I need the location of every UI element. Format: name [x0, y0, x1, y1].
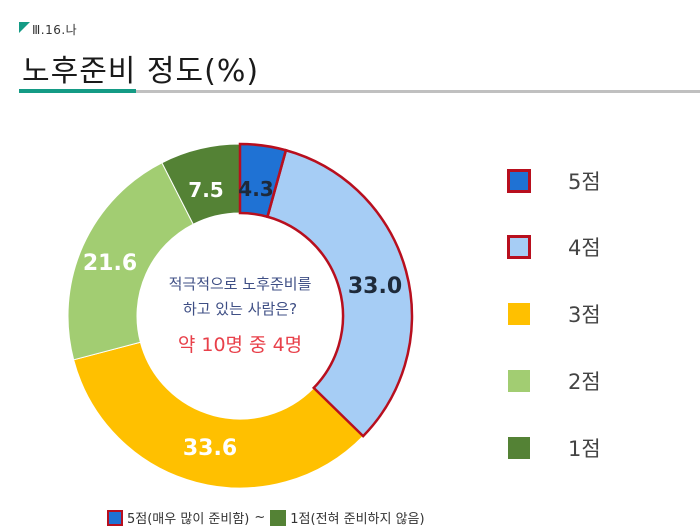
data-label-3점: 33.6	[183, 436, 237, 461]
legend-swatch-3	[508, 303, 530, 325]
donut-slice-2점	[67, 162, 194, 361]
data-label-4점: 33.0	[348, 274, 402, 299]
section-marker-icon	[19, 22, 30, 33]
center-question-line2: 하고 있는 사람은?	[182, 300, 298, 318]
legend-item-4: 4점	[507, 232, 601, 262]
footnote-swatch-5	[107, 509, 123, 526]
legend-swatch-4	[507, 235, 531, 259]
data-label-2점: 21.6	[83, 251, 137, 276]
data-label-1점: 7.5	[188, 178, 223, 202]
legend-label: 5점	[568, 170, 601, 194]
page-title: 노후준비 정도(%)	[22, 54, 260, 89]
donut-slice-3점	[73, 341, 364, 489]
data-label-5점: 4.3	[238, 177, 273, 201]
highlight-border	[265, 148, 414, 438]
legend-item-2: 2점	[508, 366, 601, 396]
legend-label: 3점	[568, 303, 601, 327]
footnote-low-label: 1점(전혀 준비하지 않음)	[290, 512, 425, 527]
section-code: Ⅲ.16.나	[32, 23, 78, 37]
scale-footnote: 5점(매우 많이 준비함) ~ 1점(전혀 준비하지 않음)	[107, 508, 425, 527]
center-answer: 약 10명 중 4명	[177, 334, 303, 356]
legend-swatch-5	[507, 169, 531, 193]
legend-item-5: 5점	[507, 166, 601, 196]
center-question: 적극적으로 노후준비를 하고 있는 사람은?	[138, 272, 342, 322]
footnote-separator: ~	[254, 510, 266, 525]
donut-labels: 4.3 33.0 33.6 21.6 7.5	[83, 177, 402, 461]
legend-swatch-2	[508, 370, 530, 392]
donut-slices	[67, 142, 414, 489]
legend-label: 2점	[568, 370, 601, 394]
legend-label: 4점	[568, 236, 601, 260]
footnote-high-label: 5점(매우 많이 준비함)	[127, 512, 250, 527]
title-accent-bar	[19, 89, 136, 93]
footnote-swatch-1	[270, 509, 287, 526]
legend-item-3: 3점	[508, 299, 601, 329]
center-question-line1: 적극적으로 노후준비를	[168, 275, 312, 293]
legend-swatch-1	[508, 437, 530, 459]
legend-label: 1점	[568, 437, 601, 461]
title-divider	[19, 90, 700, 93]
legend-item-1: 1점	[508, 433, 601, 463]
